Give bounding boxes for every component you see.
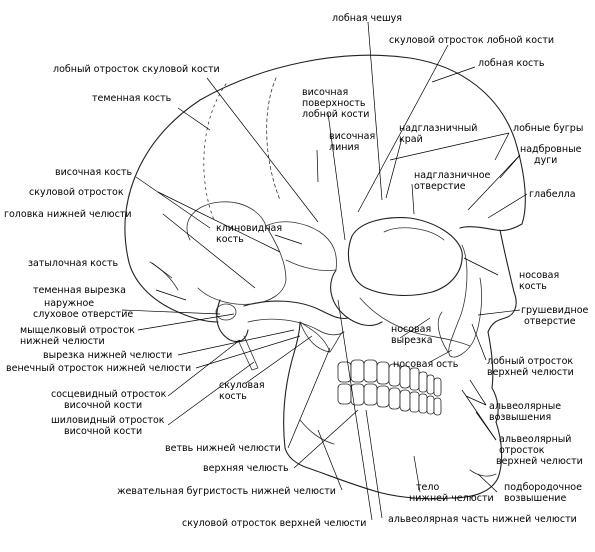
skull-outline: [124, 54, 526, 500]
label-zygomatic-bone-2: кость: [219, 391, 247, 402]
label-nasal-notch-1: носовая: [391, 324, 431, 335]
label-masseteric-tuberosity: жевательная бугристость нижней челюсти: [117, 486, 336, 497]
label-alveolar-yokes-2: возвышения: [489, 412, 551, 423]
upper-teeth: [337, 359, 442, 397]
label-ext-acoustic-2: слуховое отверстие: [33, 309, 133, 320]
label-piriform-aperture-1: грушевидное: [521, 305, 589, 316]
label-temporal-line-1: височная: [329, 131, 375, 142]
label-temporal-surface-1: височная: [302, 87, 348, 98]
label-mastoid-process-1: сосцевидный отросток: [51, 389, 167, 400]
label-condylar-process-2: нижней челюсти: [20, 336, 105, 347]
label-temporal-line-2: линия: [329, 142, 359, 153]
label-superciliary-arches-2: дуги: [534, 155, 557, 166]
label-zygomatic-process-frontal: скуловой отросток лобной кости: [389, 35, 554, 46]
lower-teeth: [337, 383, 442, 416]
label-frontal-process-zygomatic: лобный отросток скуловой кости: [53, 64, 220, 75]
label-alveolar-process-3: верхней челюсти: [496, 456, 583, 467]
label-temporal-surface-3: лобной кости: [302, 109, 369, 120]
label-frontal-tubers: лобные бугры: [513, 123, 583, 134]
label-superciliary-arches-1: надбровные: [520, 144, 582, 155]
label-sphenoid-bone-2: кость: [216, 234, 244, 245]
label-supraorbital-margin-1: надглазничный: [399, 123, 477, 134]
label-parietal-notch: теменная вырезка: [33, 285, 126, 296]
label-frontal-process-maxilla-1: лобный отросток: [487, 356, 573, 367]
label-alveolar-part-mandible: альвеолярная часть нижней челюсти: [388, 514, 577, 525]
label-ext-acoustic-1: наружное: [44, 298, 94, 309]
label-nasal-spine: носовая ость: [393, 359, 459, 370]
label-supraorbital-margin-2: край: [399, 134, 423, 145]
label-alveolar-yokes-1: альвеолярные: [489, 401, 561, 412]
label-mandible-body-1: тело: [416, 482, 439, 493]
label-frontal-squama: лобная чешуя: [332, 13, 402, 24]
label-occipital-bone: затылочная кость: [28, 258, 118, 269]
label-frontal-bone: лобная кость: [478, 58, 545, 69]
label-maxilla: верхняя челюсть: [203, 463, 289, 474]
label-mandible-ramus: ветвь нижней челюсти: [165, 443, 281, 454]
label-mental-protuberance-2: возвышение: [504, 493, 566, 504]
label-alveolar-process-1: альвеолярный: [499, 434, 571, 445]
label-supraorbital-foramen-1: надглазничное: [414, 170, 491, 181]
label-mental-protuberance-1: подбородочное: [504, 482, 582, 493]
label-styloid-process-2: височной кости: [64, 426, 142, 437]
label-temporal-bone: височная кость: [55, 167, 132, 178]
label-zygomatic-bone-1: скуловая: [219, 380, 265, 391]
leader-lines: [121, 21, 528, 521]
label-supraorbital-foramen-2: отверстие: [414, 181, 466, 192]
label-nasal-bone-2: кость: [519, 281, 547, 292]
label-mandible-head: головка нижней челюсти: [4, 209, 132, 220]
label-piriform-aperture-2: отверстие: [524, 316, 576, 327]
label-mandible-body-2: нижней челюсти: [409, 493, 494, 504]
label-nasal-notch-2: вырезка: [391, 335, 433, 346]
label-parietal-bone: теменная кость: [92, 93, 172, 104]
label-zygomatic-process: скуловой отросток: [29, 187, 124, 198]
label-zygomatic-process-maxilla: скуловой отросток верхней челюсти: [182, 518, 366, 529]
label-alveolar-process-2: отросток: [499, 445, 545, 456]
label-condylar-process-1: мыщелковый отросток: [20, 325, 135, 336]
label-mandibular-notch: вырезка нижней челюсти: [43, 350, 172, 361]
label-mastoid-process-2: височной кости: [64, 400, 142, 411]
labels: лобная чешуя скуловой отросток лобной ко…: [4, 13, 589, 529]
label-temporal-surface-2: поверхность: [302, 98, 366, 109]
label-nasal-bone-1: носовая: [519, 270, 559, 281]
label-frontal-process-maxilla-2: верхней челюсти: [487, 367, 574, 378]
label-glabella: глабелла: [529, 189, 576, 200]
label-styloid-process-1: шиловидный отросток: [51, 415, 165, 426]
label-coronoid-process: венечный отросток нижней челюсти: [6, 363, 191, 374]
label-sphenoid-bone-1: клиновидная: [216, 223, 282, 234]
